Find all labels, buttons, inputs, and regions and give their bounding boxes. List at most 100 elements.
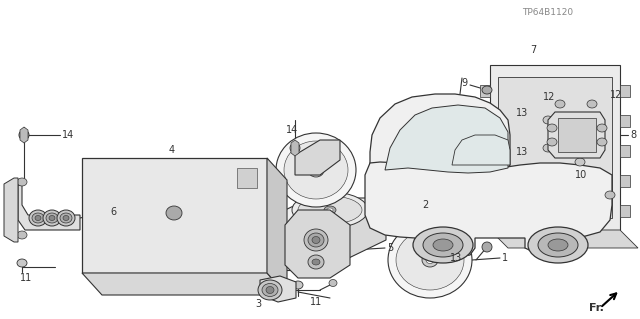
Polygon shape — [295, 140, 340, 175]
Ellipse shape — [17, 178, 27, 186]
Bar — [82, 158, 267, 273]
Ellipse shape — [543, 144, 553, 152]
Ellipse shape — [543, 116, 553, 124]
Ellipse shape — [304, 229, 328, 251]
Text: 11: 11 — [20, 273, 32, 283]
Ellipse shape — [426, 256, 434, 263]
Ellipse shape — [587, 100, 597, 108]
Text: 10: 10 — [575, 170, 588, 180]
Ellipse shape — [290, 143, 300, 153]
Ellipse shape — [19, 130, 29, 140]
Ellipse shape — [17, 231, 27, 239]
Ellipse shape — [292, 192, 368, 228]
Ellipse shape — [388, 222, 472, 298]
Text: 12: 12 — [610, 90, 622, 100]
Ellipse shape — [329, 279, 337, 286]
Polygon shape — [248, 198, 386, 228]
Ellipse shape — [308, 163, 324, 177]
Polygon shape — [291, 140, 299, 156]
Ellipse shape — [308, 255, 324, 269]
Ellipse shape — [605, 191, 615, 199]
Polygon shape — [548, 112, 605, 158]
Ellipse shape — [293, 281, 303, 289]
Text: 14: 14 — [286, 125, 298, 135]
Polygon shape — [370, 94, 510, 202]
Ellipse shape — [57, 210, 75, 226]
Ellipse shape — [284, 141, 348, 199]
Polygon shape — [20, 127, 28, 143]
Bar — [480, 145, 490, 157]
Ellipse shape — [63, 216, 69, 220]
Bar — [558, 118, 596, 152]
Bar — [237, 168, 257, 188]
Text: 13: 13 — [516, 147, 528, 157]
Text: 3: 3 — [255, 299, 261, 309]
Ellipse shape — [266, 286, 274, 293]
Ellipse shape — [35, 216, 41, 220]
Text: 13: 13 — [450, 253, 462, 263]
Polygon shape — [4, 178, 18, 242]
Ellipse shape — [423, 233, 463, 257]
Polygon shape — [248, 228, 324, 270]
Ellipse shape — [597, 138, 607, 146]
Bar — [490, 65, 620, 230]
Ellipse shape — [555, 100, 565, 108]
Text: 12: 12 — [543, 92, 555, 102]
Ellipse shape — [49, 216, 55, 220]
Bar — [480, 85, 490, 97]
Text: 8: 8 — [630, 130, 636, 140]
Ellipse shape — [575, 158, 585, 166]
Text: 11: 11 — [310, 297, 323, 307]
Bar — [620, 115, 630, 127]
Polygon shape — [260, 276, 296, 302]
Ellipse shape — [32, 213, 44, 223]
Ellipse shape — [276, 133, 356, 207]
Text: 14: 14 — [62, 130, 74, 140]
Ellipse shape — [298, 196, 362, 224]
Ellipse shape — [548, 239, 568, 251]
Polygon shape — [365, 162, 612, 258]
Polygon shape — [82, 273, 287, 295]
Bar — [480, 115, 490, 127]
Ellipse shape — [538, 233, 578, 257]
Ellipse shape — [422, 253, 438, 267]
Bar — [480, 175, 490, 187]
Ellipse shape — [482, 86, 492, 94]
Text: Fr.: Fr. — [589, 303, 604, 313]
Ellipse shape — [312, 167, 320, 174]
Polygon shape — [324, 198, 386, 270]
Ellipse shape — [17, 259, 27, 267]
Ellipse shape — [280, 245, 292, 255]
Polygon shape — [267, 158, 287, 295]
Ellipse shape — [43, 210, 61, 226]
Ellipse shape — [312, 259, 320, 265]
Ellipse shape — [60, 213, 72, 223]
Polygon shape — [452, 135, 510, 165]
Ellipse shape — [312, 236, 320, 243]
Ellipse shape — [528, 227, 588, 263]
Ellipse shape — [308, 233, 324, 247]
Text: 1: 1 — [502, 253, 508, 263]
Text: 9: 9 — [462, 78, 468, 88]
Text: 6: 6 — [110, 207, 116, 217]
Text: 5: 5 — [387, 243, 393, 253]
Ellipse shape — [413, 227, 473, 263]
Polygon shape — [490, 230, 638, 248]
Bar — [480, 205, 490, 217]
Ellipse shape — [396, 230, 464, 290]
Ellipse shape — [46, 213, 58, 223]
Text: 4: 4 — [169, 145, 175, 155]
Ellipse shape — [547, 124, 557, 132]
Bar — [620, 205, 630, 217]
Ellipse shape — [597, 124, 607, 132]
Text: 13: 13 — [516, 108, 528, 118]
Text: 7: 7 — [530, 45, 536, 55]
Ellipse shape — [482, 242, 492, 252]
Text: 2: 2 — [422, 200, 428, 210]
Text: TP64B1120: TP64B1120 — [522, 8, 573, 17]
Polygon shape — [18, 185, 80, 230]
Ellipse shape — [324, 206, 336, 214]
Polygon shape — [285, 210, 350, 278]
Bar — [620, 85, 630, 97]
Ellipse shape — [166, 206, 182, 220]
